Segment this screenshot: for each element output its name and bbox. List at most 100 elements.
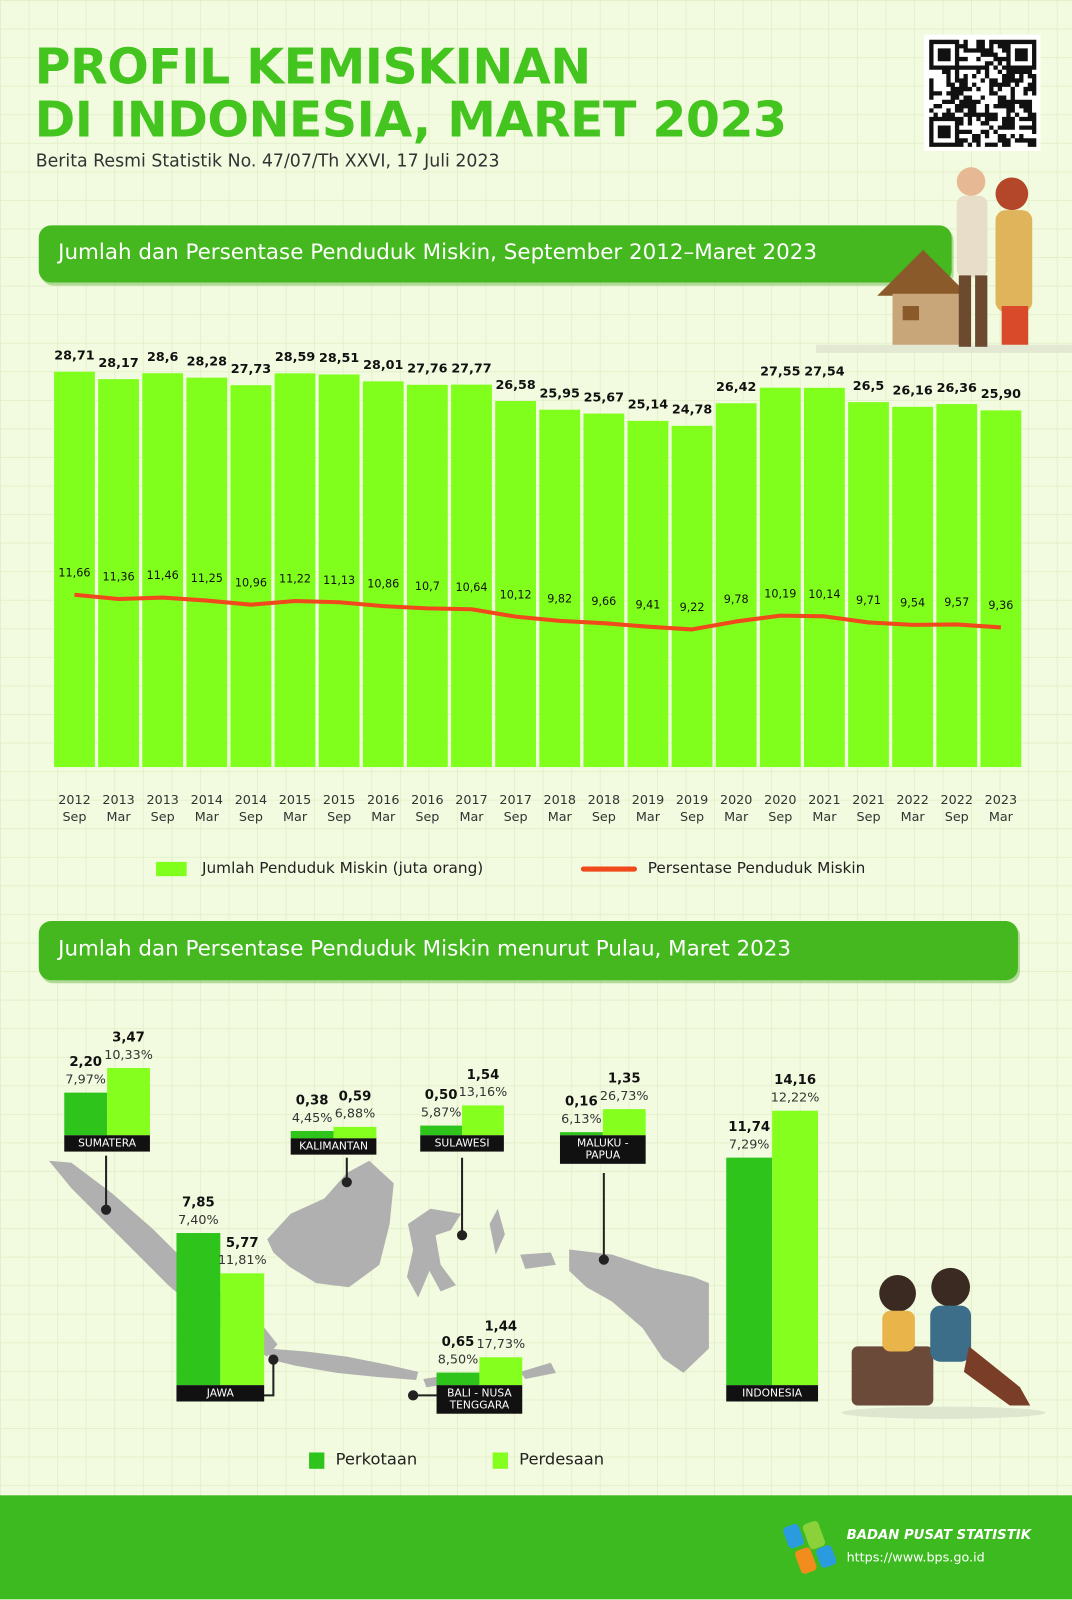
connector	[100, 1155, 609, 1401]
bar	[602, 1109, 646, 1136]
bar	[318, 374, 360, 768]
footer-url: https://www.bps.go.id	[846, 1549, 985, 1565]
x-tick-label: 2017 Mar	[455, 791, 488, 825]
bar-value-label: 25,90	[981, 387, 1021, 402]
line-value-label: 10,64	[455, 581, 487, 594]
bar-value-label: 0,50	[425, 1088, 458, 1103]
bar-value-label: 5,77	[226, 1236, 259, 1251]
line-value-label: 10,7	[415, 580, 440, 593]
bar	[420, 1125, 463, 1136]
x-tick-label: 2014 Mar	[190, 791, 224, 825]
percentage-label: 26,73%	[600, 1089, 649, 1104]
bar-value-label: 1,44	[484, 1320, 517, 1335]
bar	[772, 1110, 819, 1386]
bar-value-label: 27,73	[231, 362, 271, 377]
map	[48, 1160, 709, 1388]
x-tick-label: 2021 Mar	[808, 791, 841, 825]
x-tick-label: 2021 Sep	[852, 791, 885, 825]
bar	[479, 1357, 523, 1386]
subtitle: Berita Resmi Statistik No. 47/07/Th XXVI…	[35, 150, 500, 172]
legend-label: Jumlah Penduduk Miskin (juta orang)	[201, 858, 484, 878]
line-value-label: 9,71	[856, 594, 881, 607]
bar-value-label: 3,47	[112, 1030, 145, 1045]
percentage-label: 11,81%	[218, 1253, 267, 1268]
region-label: BALI - NUSA TENGGARA	[436, 1385, 523, 1414]
percentage-label: 4,45%	[292, 1111, 333, 1126]
bar-value-label: 0,16	[565, 1095, 598, 1110]
line-value-label: 11,22	[279, 573, 311, 586]
bar-value-label: 27,77	[451, 361, 491, 376]
footer-band	[0, 1495, 1072, 1600]
legend-label: Persentase Penduduk Miskin	[647, 858, 866, 878]
bar	[220, 1273, 265, 1386]
x-tick-label: 2014 Sep	[234, 791, 268, 825]
bar	[98, 379, 139, 768]
bar	[627, 420, 669, 768]
bar	[406, 384, 448, 768]
bar-value-label: 24,78	[672, 403, 712, 418]
bar	[64, 1092, 108, 1136]
bar-value-label: 11,74	[728, 1120, 770, 1135]
bar-value-label: 26,42	[716, 380, 756, 395]
bar	[230, 385, 272, 768]
region-label: SULAWESI	[420, 1135, 504, 1152]
bar	[451, 384, 492, 768]
percentage-label: 7,29%	[729, 1137, 770, 1152]
x-tick-label: 2016 Sep	[411, 791, 444, 825]
bar	[333, 1126, 377, 1139]
bar	[936, 404, 978, 768]
bar-value-label: 0,59	[339, 1089, 372, 1104]
chart-title: Jumlah dan Persentase Penduduk Miskin me…	[58, 936, 792, 961]
bar-value-label: 26,16	[892, 384, 932, 399]
illustration	[816, 167, 1072, 353]
line-value-label: 9,22	[680, 601, 705, 614]
bar	[848, 402, 889, 768]
bar	[715, 403, 757, 768]
bar-value-label: 26,58	[495, 378, 535, 393]
region-label: INDONESIA	[726, 1385, 819, 1402]
bar-value-label: 25,95	[540, 386, 580, 401]
x-tick-label: 2016 Mar	[367, 791, 400, 825]
bar-value-label: 1,54	[467, 1068, 500, 1083]
line-value-label: 9,54	[900, 596, 925, 609]
percentage-label: 13,16%	[459, 1085, 508, 1100]
region-label: KALIMANTAN	[290, 1138, 377, 1155]
region-label: SUMATERA	[64, 1135, 150, 1152]
bar	[559, 1132, 603, 1136]
illustration	[841, 1267, 1046, 1419]
line-value-label: 11,25	[191, 572, 223, 585]
title-line: PROFIL KEMISKINAN	[34, 38, 592, 96]
line-value-label: 10,86	[367, 578, 399, 591]
bar-value-label: 0,38	[296, 1093, 329, 1108]
bar-value-label: 28,17	[98, 356, 138, 371]
bar	[804, 387, 845, 768]
bar-value-label: 2,20	[69, 1055, 102, 1070]
percentage-label: 10,33%	[104, 1048, 153, 1063]
bar-value-label: 26,5	[853, 379, 884, 394]
x-tick-label: 2018 Sep	[587, 791, 621, 825]
x-tick-label: 2013 Mar	[102, 791, 135, 825]
bar-value-label: 28,28	[187, 354, 227, 369]
bar-value-label: 26,36	[937, 381, 977, 396]
bar	[142, 373, 184, 768]
line-value-label: 11,36	[103, 571, 135, 584]
bar	[462, 1105, 504, 1136]
footer-org: BADAN PUSAT STATISTIK	[846, 1527, 1031, 1544]
bar	[726, 1157, 773, 1386]
line-value-label: 9,78	[724, 593, 749, 606]
line-value-label: 10,12	[500, 588, 532, 601]
bar-value-label: 14,16	[774, 1073, 816, 1088]
bar-value-label: 0,65	[442, 1335, 475, 1350]
line-value-label: 9,41	[635, 598, 660, 611]
line	[74, 592, 1002, 632]
bar	[436, 1372, 480, 1386]
x-tick-label: 2022 Sep	[940, 791, 973, 825]
bar	[539, 409, 581, 768]
banner	[38, 225, 952, 283]
legend-label: Perdesaan	[519, 1449, 605, 1469]
percentage-label: 6,88%	[335, 1107, 376, 1122]
bar	[362, 381, 404, 768]
